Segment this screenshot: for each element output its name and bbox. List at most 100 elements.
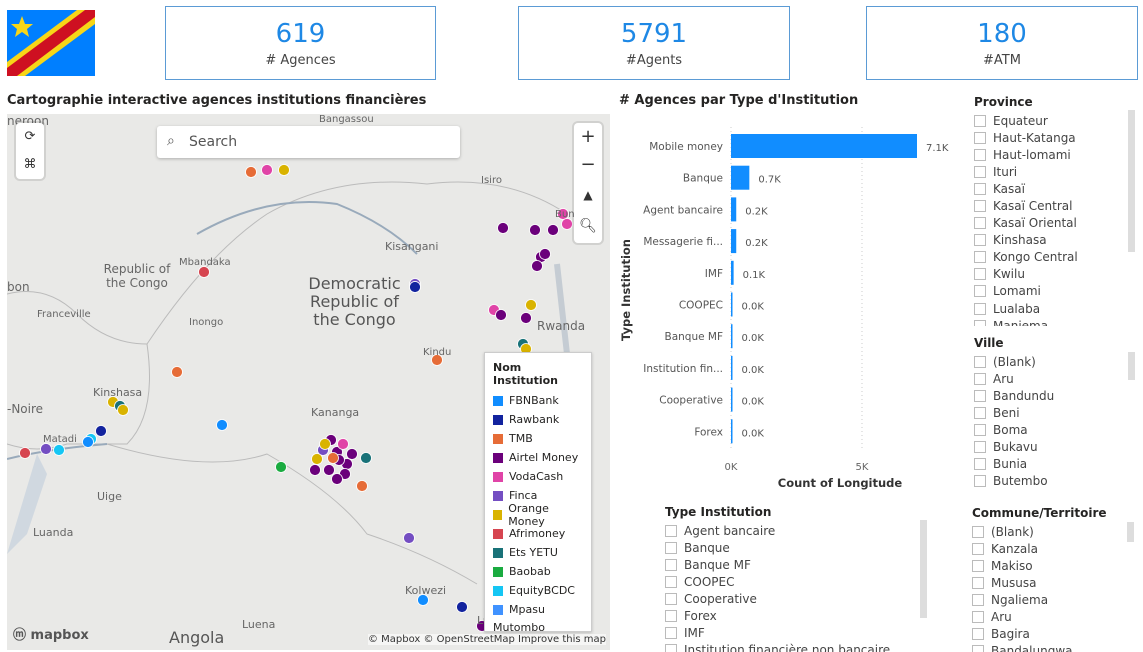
legend-item[interactable]: Mpasu [493, 600, 583, 619]
checkbox[interactable] [972, 645, 984, 652]
checkbox[interactable] [974, 285, 986, 298]
slicer-option[interactable]: Haut-lomami [974, 146, 1124, 163]
map-marker[interactable] [497, 222, 509, 234]
slicer-option[interactable]: Institution financière non bancaire [665, 642, 930, 652]
map-marker[interactable] [216, 419, 228, 431]
checkbox[interactable] [974, 251, 986, 264]
slicer-option[interactable]: Forex [665, 607, 930, 624]
map-marker[interactable] [346, 448, 358, 460]
checkbox[interactable] [665, 524, 677, 537]
scrollbar[interactable] [1128, 352, 1135, 380]
bar[interactable] [731, 419, 733, 444]
slicer-option[interactable]: Kwilu [974, 266, 1124, 283]
map-marker[interactable] [409, 281, 421, 293]
map-marker[interactable] [529, 224, 541, 236]
bar[interactable] [731, 229, 737, 254]
legend-item[interactable]: Airtel Money [493, 448, 583, 467]
checkbox[interactable] [665, 627, 677, 640]
checkbox[interactable] [974, 441, 986, 454]
map-marker[interactable] [547, 224, 559, 236]
lasso-select-icon[interactable]: ⟳ [24, 129, 36, 144]
map-marker[interactable] [417, 594, 429, 606]
checkbox[interactable] [972, 542, 984, 555]
checkbox[interactable] [974, 423, 986, 436]
checkbox[interactable] [972, 593, 984, 606]
slicer-option[interactable]: Lomami [974, 283, 1124, 300]
slicer-option[interactable]: Equateur [974, 112, 1124, 129]
bar[interactable] [731, 292, 733, 317]
legend-item[interactable]: Orange Money [493, 502, 583, 528]
map-marker[interactable] [40, 443, 52, 455]
checkbox[interactable] [974, 406, 986, 419]
map-marker[interactable] [360, 452, 372, 464]
map-marker[interactable] [327, 452, 339, 464]
slicer-option[interactable]: Makiso [972, 557, 1122, 574]
checkbox[interactable] [972, 576, 984, 589]
checkbox[interactable] [974, 372, 986, 385]
legend-item[interactable]: Rawbank [493, 410, 583, 429]
map-marker[interactable] [520, 312, 532, 324]
legend-item[interactable]: Afrimoney [493, 524, 583, 543]
legend-item[interactable]: Finca [493, 486, 583, 505]
slicer-option[interactable]: Kasaï Central [974, 197, 1124, 214]
map-marker[interactable] [403, 532, 415, 544]
map-marker[interactable] [117, 404, 129, 416]
map[interactable]: neroon Bangassou Isiro Bun Republic of t… [7, 114, 610, 650]
map-marker[interactable] [557, 208, 569, 220]
checkbox[interactable] [974, 217, 986, 230]
map-marker[interactable] [356, 480, 368, 492]
checkbox[interactable] [974, 355, 986, 368]
slicer-option[interactable]: Kanzala [972, 540, 1122, 557]
locate-search-icon[interactable]: 🔍︎ [579, 218, 597, 234]
map-marker[interactable] [309, 464, 321, 476]
slicer-option[interactable]: Aru [972, 608, 1122, 625]
checkbox[interactable] [972, 611, 984, 624]
checkbox[interactable] [974, 475, 986, 488]
map-marker[interactable] [323, 464, 335, 476]
map-marker[interactable] [198, 266, 210, 278]
checkbox[interactable] [665, 644, 677, 652]
legend-item[interactable]: TMB [493, 429, 583, 448]
checkbox[interactable] [974, 165, 986, 178]
scrollbar[interactable] [1128, 110, 1135, 252]
slicer-option[interactable]: Banque [665, 539, 930, 556]
slicer-option[interactable]: Cooperative [665, 590, 930, 607]
map-marker[interactable] [261, 164, 273, 176]
slicer-option[interactable]: Mususa [972, 574, 1122, 591]
slicer-option[interactable]: Bandalungwa [972, 643, 1122, 652]
map-marker[interactable] [278, 164, 290, 176]
slicer-option[interactable]: Kasaï Oriental [974, 215, 1124, 232]
bar[interactable] [731, 387, 733, 412]
bar[interactable] [731, 260, 734, 285]
slicer-option[interactable]: Kinshasa [974, 232, 1124, 249]
map-marker[interactable] [337, 438, 349, 450]
map-marker[interactable] [539, 248, 551, 260]
bar[interactable] [731, 324, 733, 349]
checkbox[interactable] [974, 131, 986, 144]
slicer-option[interactable]: Kongo Central [974, 249, 1124, 266]
checkbox[interactable] [974, 458, 986, 471]
checkbox[interactable] [665, 558, 677, 571]
map-marker[interactable] [245, 166, 257, 178]
slicer-option[interactable]: Bagira [972, 626, 1122, 643]
legend-item[interactable]: Ets YETU [493, 543, 583, 562]
bar[interactable] [731, 355, 733, 380]
zoom-out-button[interactable]: − [580, 154, 596, 175]
checkbox[interactable] [974, 234, 986, 247]
map-marker[interactable] [275, 461, 287, 473]
checkbox[interactable] [974, 319, 986, 326]
scrollbar[interactable] [1127, 522, 1134, 542]
slicer-option[interactable]: Bunia [974, 456, 1124, 473]
slicer-option[interactable]: Ngaliema [972, 591, 1122, 608]
slicer-option[interactable]: COOPEC [665, 573, 930, 590]
checkbox[interactable] [665, 610, 677, 623]
rectangle-select-icon[interactable]: ⌘ [23, 157, 37, 172]
legend-item[interactable]: VodaCash [493, 467, 583, 486]
checkbox[interactable] [972, 525, 984, 538]
slicer-option[interactable]: Bandundu [974, 387, 1124, 404]
legend-item[interactable]: FBNBank [493, 391, 583, 410]
slicer-option[interactable]: Kasaï [974, 180, 1124, 197]
slicer-option[interactable]: Ituri [974, 163, 1124, 180]
map-marker[interactable] [456, 601, 468, 613]
checkbox[interactable] [974, 302, 986, 315]
